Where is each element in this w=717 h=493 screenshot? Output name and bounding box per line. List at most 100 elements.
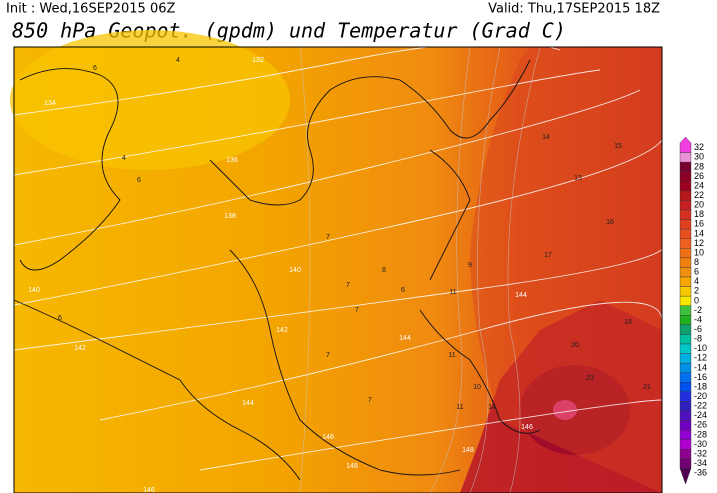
colorbar-label: 0	[694, 295, 699, 305]
colorbar-swatch	[679, 152, 692, 163]
warm-field	[470, 47, 662, 493]
colorbar-swatch	[679, 353, 692, 364]
colorbar-label: -10	[694, 343, 707, 353]
temperature-label: 6	[137, 177, 141, 184]
colorbar-swatch	[679, 334, 692, 345]
temperature-label: 10	[473, 384, 481, 391]
colorbar-label: 32	[694, 142, 704, 152]
colorbar-swatch	[679, 429, 692, 440]
geopotential-label: 144	[515, 292, 527, 299]
colorbar-swatch	[679, 286, 692, 297]
colorbar-label: 22	[694, 190, 704, 200]
geopotential-label: 142	[74, 345, 86, 352]
colorbar-label: -32	[694, 448, 707, 458]
colorbar-swatch	[679, 391, 692, 402]
temperature-label: 18	[624, 319, 632, 326]
map-frame	[13, 46, 663, 493]
colorbar-swatch	[679, 382, 692, 393]
temperature-label: 7	[326, 234, 330, 241]
temperature-label: 16	[606, 219, 614, 226]
warm-field	[553, 400, 577, 420]
temperature-label: 6	[401, 287, 405, 294]
temperature-label: 9	[468, 262, 472, 269]
colorbar-label: -30	[694, 439, 707, 449]
colorbar-label: -2	[694, 305, 702, 315]
colorbar-swatch	[679, 372, 692, 383]
colorbar-swatch	[679, 410, 692, 421]
colorbar-label: 24	[694, 180, 704, 190]
colorbar-swatch	[679, 200, 692, 211]
temperature-label: 11	[448, 352, 455, 359]
temperature-label: 4	[122, 155, 126, 162]
colorbar-swatch	[679, 401, 692, 412]
warm-field	[10, 30, 290, 170]
temperature-label: 7	[326, 352, 330, 359]
geopotential-label: 138	[224, 213, 236, 220]
temperature-label: 7	[355, 307, 359, 314]
temperature-label: 17	[544, 252, 552, 259]
valid-time: Valid: Thu,17SEP2015 18Z	[488, 2, 660, 17]
colorbar-label: -28	[694, 429, 707, 439]
colorbar-swatch	[679, 295, 692, 306]
colorbar-label: 8	[694, 257, 699, 267]
geopotential-label: 146	[521, 424, 533, 431]
colorbar-swatch	[679, 136, 692, 153]
colorbar-label: -12	[694, 353, 707, 363]
colorbar-swatch	[679, 161, 692, 172]
colorbar-swatch	[679, 209, 692, 220]
temperature-label: 20	[571, 342, 579, 349]
geopotential-label: 144	[399, 335, 411, 342]
colorbar-label: -14	[694, 362, 707, 372]
colorbar-label: 10	[694, 247, 704, 257]
colorbar-label: -18	[694, 381, 707, 391]
geopotential-label: 142	[276, 327, 288, 334]
temperature-label: 15	[614, 143, 622, 150]
colorbar-swatch	[679, 219, 692, 230]
colorbar-label: -8	[694, 334, 702, 344]
temperature-label: 6	[93, 65, 97, 72]
temperature-label: 7	[346, 282, 350, 289]
colorbar-label: 30	[694, 152, 704, 162]
temperature-label: 7	[368, 397, 372, 404]
colorbar-label: 2	[694, 286, 699, 296]
colorbar-label: 16	[694, 219, 704, 229]
temperature-label: 4	[176, 57, 180, 64]
colorbar-swatch	[679, 248, 692, 259]
colorbar-label: 6	[694, 267, 699, 277]
temperature-label: 6	[58, 315, 62, 322]
map-area	[10, 30, 666, 493]
temperature-label: 14	[542, 134, 550, 141]
colorbar-label: -22	[694, 401, 707, 411]
temperature-label: 8	[382, 267, 386, 274]
temperature-label: 14	[488, 404, 496, 411]
colorbar-label: -16	[694, 372, 707, 382]
colorbar-swatch	[679, 171, 692, 182]
temperature-label: 11	[449, 289, 456, 296]
colorbar-swatch	[679, 468, 692, 485]
colorbar-swatch	[679, 324, 692, 335]
colorbar-label: -6	[694, 324, 702, 334]
colorbar-label: -36	[694, 468, 707, 478]
geopotential-label: 146	[322, 434, 334, 441]
colorbar-swatch	[679, 458, 692, 469]
geopotential-contours	[13, 41, 666, 471]
colorbar-swatch	[679, 343, 692, 354]
colorbar-swatch	[679, 420, 692, 431]
geopotential-label: 136	[226, 157, 238, 164]
colorbar-swatch	[679, 181, 692, 192]
colorbar-label: 4	[694, 276, 699, 286]
colorbar-swatch	[679, 190, 692, 201]
geopotential-label: 146	[143, 487, 155, 493]
colorbar-label: -24	[694, 410, 707, 420]
colorbar-label: -20	[694, 391, 707, 401]
colorbar-swatch	[679, 305, 692, 316]
colorbar-swatch	[679, 257, 692, 268]
geopotential-label: 140	[289, 267, 301, 274]
colorbar-label: -26	[694, 420, 707, 430]
temperature-label: 11	[456, 404, 463, 411]
temperature-label: 13	[574, 175, 582, 182]
geopotential-label: 132	[252, 57, 264, 64]
geopotential-label: 148	[462, 447, 474, 454]
